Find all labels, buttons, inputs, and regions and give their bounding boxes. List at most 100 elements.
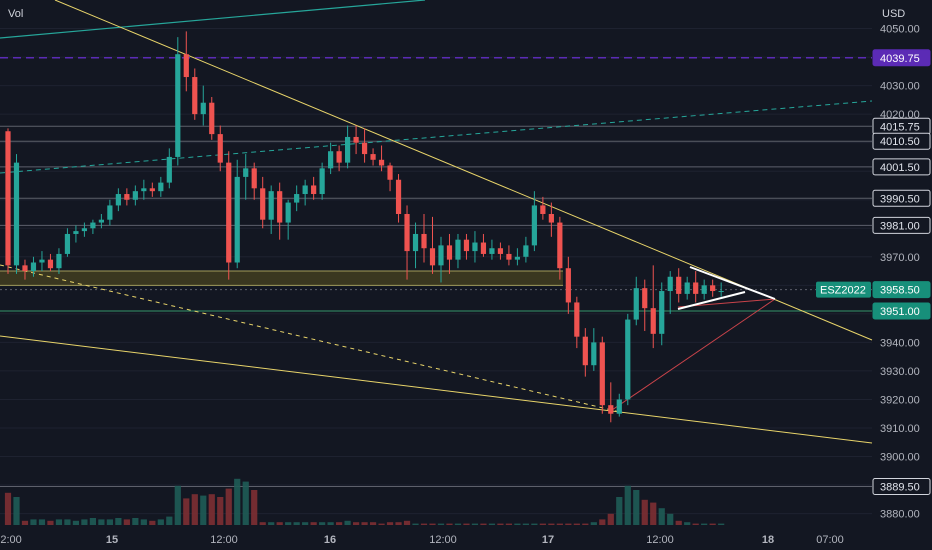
volume-bar bbox=[641, 499, 648, 525]
volume-bar bbox=[234, 478, 241, 525]
volume-bar bbox=[582, 523, 589, 525]
price-tag bbox=[872, 49, 931, 67]
volume-bar bbox=[310, 522, 317, 525]
volume-bar bbox=[225, 488, 232, 525]
volume-bar bbox=[607, 513, 614, 525]
candle-body bbox=[243, 168, 249, 177]
volume-bar bbox=[259, 522, 266, 525]
candle-body bbox=[90, 222, 96, 229]
candle-body bbox=[98, 219, 104, 223]
candle-body bbox=[39, 259, 45, 263]
volume-bar bbox=[369, 522, 377, 525]
candle-body bbox=[582, 336, 588, 366]
volume-bar bbox=[565, 523, 572, 525]
volume-bar bbox=[361, 522, 368, 525]
volume-bar bbox=[47, 520, 54, 525]
volume-bar bbox=[106, 519, 113, 525]
candle-body bbox=[345, 136, 351, 163]
channel-trendline-dashed bbox=[0, 100, 873, 174]
candle-body bbox=[693, 282, 699, 294]
candle-body bbox=[141, 188, 147, 192]
candle-body bbox=[166, 156, 172, 183]
candle-body bbox=[667, 276, 673, 292]
volume-bar bbox=[650, 502, 657, 525]
price-tag bbox=[872, 189, 931, 207]
volume-bar bbox=[658, 508, 665, 525]
price-tag-label: 4001.50 bbox=[880, 162, 920, 174]
volume-bar bbox=[684, 522, 691, 525]
candle-body bbox=[650, 308, 656, 334]
volume-legend: Vol bbox=[8, 8, 24, 20]
candle-body bbox=[251, 168, 257, 189]
volume-bar bbox=[539, 523, 546, 525]
candle-body bbox=[438, 245, 444, 266]
lower-trendline-dashed bbox=[0, 264, 621, 413]
volume-bar bbox=[208, 494, 215, 525]
symbol-tag-label: ESZ2022 bbox=[820, 285, 866, 297]
candle-body bbox=[684, 282, 690, 294]
price-tag-label: 4015.75 bbox=[880, 121, 920, 133]
price-tag bbox=[872, 158, 931, 176]
price-tag-label: 3889.50 bbox=[880, 481, 920, 493]
volume-bar bbox=[675, 520, 682, 525]
candle-body bbox=[548, 213, 554, 223]
volume-bar bbox=[514, 523, 521, 525]
candle-body bbox=[497, 248, 504, 254]
volume-bar bbox=[599, 519, 606, 525]
price-tag-label: 3958.50 bbox=[880, 285, 920, 297]
candle-body bbox=[353, 136, 359, 143]
candle-body bbox=[472, 242, 478, 252]
volume-bar bbox=[191, 494, 198, 525]
price-tag-label: 4010.50 bbox=[880, 136, 920, 148]
candle-body bbox=[531, 205, 537, 246]
candle-body bbox=[336, 151, 342, 163]
candle-body bbox=[81, 228, 88, 232]
candle-body bbox=[591, 342, 597, 366]
volume-bar bbox=[437, 523, 445, 525]
volume-bar bbox=[692, 523, 699, 525]
candle-body bbox=[30, 262, 37, 272]
candle-body bbox=[718, 291, 724, 293]
volume-bar bbox=[123, 519, 130, 525]
candle-body bbox=[64, 233, 71, 254]
volume-bar bbox=[319, 522, 326, 525]
y-tick-label: 3920.00 bbox=[880, 394, 920, 406]
candle-body bbox=[132, 191, 138, 200]
price-tags: 4039.75 4015.75 4010.50 4001.50 3990.50 3981.… bbox=[816, 49, 931, 495]
candle-body bbox=[192, 77, 198, 115]
x-tick-label: 12:00 bbox=[0, 534, 22, 546]
candle-body bbox=[319, 168, 325, 195]
volume-bar bbox=[429, 523, 436, 525]
candle-body bbox=[701, 285, 707, 294]
volume-bar bbox=[352, 522, 360, 525]
x-tick-label: 07:00 bbox=[816, 534, 844, 546]
candle-body bbox=[115, 194, 121, 206]
candle-body bbox=[22, 265, 28, 272]
volume-bar bbox=[633, 490, 640, 525]
currency-label: USD bbox=[882, 8, 906, 20]
triangle-upper-line bbox=[689, 266, 776, 300]
volume-bars bbox=[4, 478, 725, 525]
volume-bar bbox=[293, 522, 300, 525]
volume-bar bbox=[446, 523, 453, 525]
candle-body bbox=[149, 188, 155, 192]
candle-body bbox=[183, 54, 189, 78]
volume-bar bbox=[302, 522, 309, 525]
candle-body bbox=[200, 102, 206, 115]
volume-bar bbox=[573, 523, 580, 525]
candle-body bbox=[13, 162, 20, 266]
x-tick-label: 18 bbox=[762, 534, 774, 546]
candle-body bbox=[455, 239, 461, 260]
volume-bar bbox=[72, 520, 80, 525]
y-tick-label: 3880.00 bbox=[880, 509, 920, 521]
candle-body bbox=[387, 165, 393, 180]
candle-body bbox=[378, 159, 385, 166]
volume-bar bbox=[89, 518, 96, 525]
volume-bar bbox=[531, 523, 538, 525]
candle-body bbox=[608, 405, 614, 414]
y-tick-label: 3930.00 bbox=[880, 366, 920, 378]
price-tag bbox=[872, 302, 931, 320]
volume-bar bbox=[420, 523, 428, 525]
